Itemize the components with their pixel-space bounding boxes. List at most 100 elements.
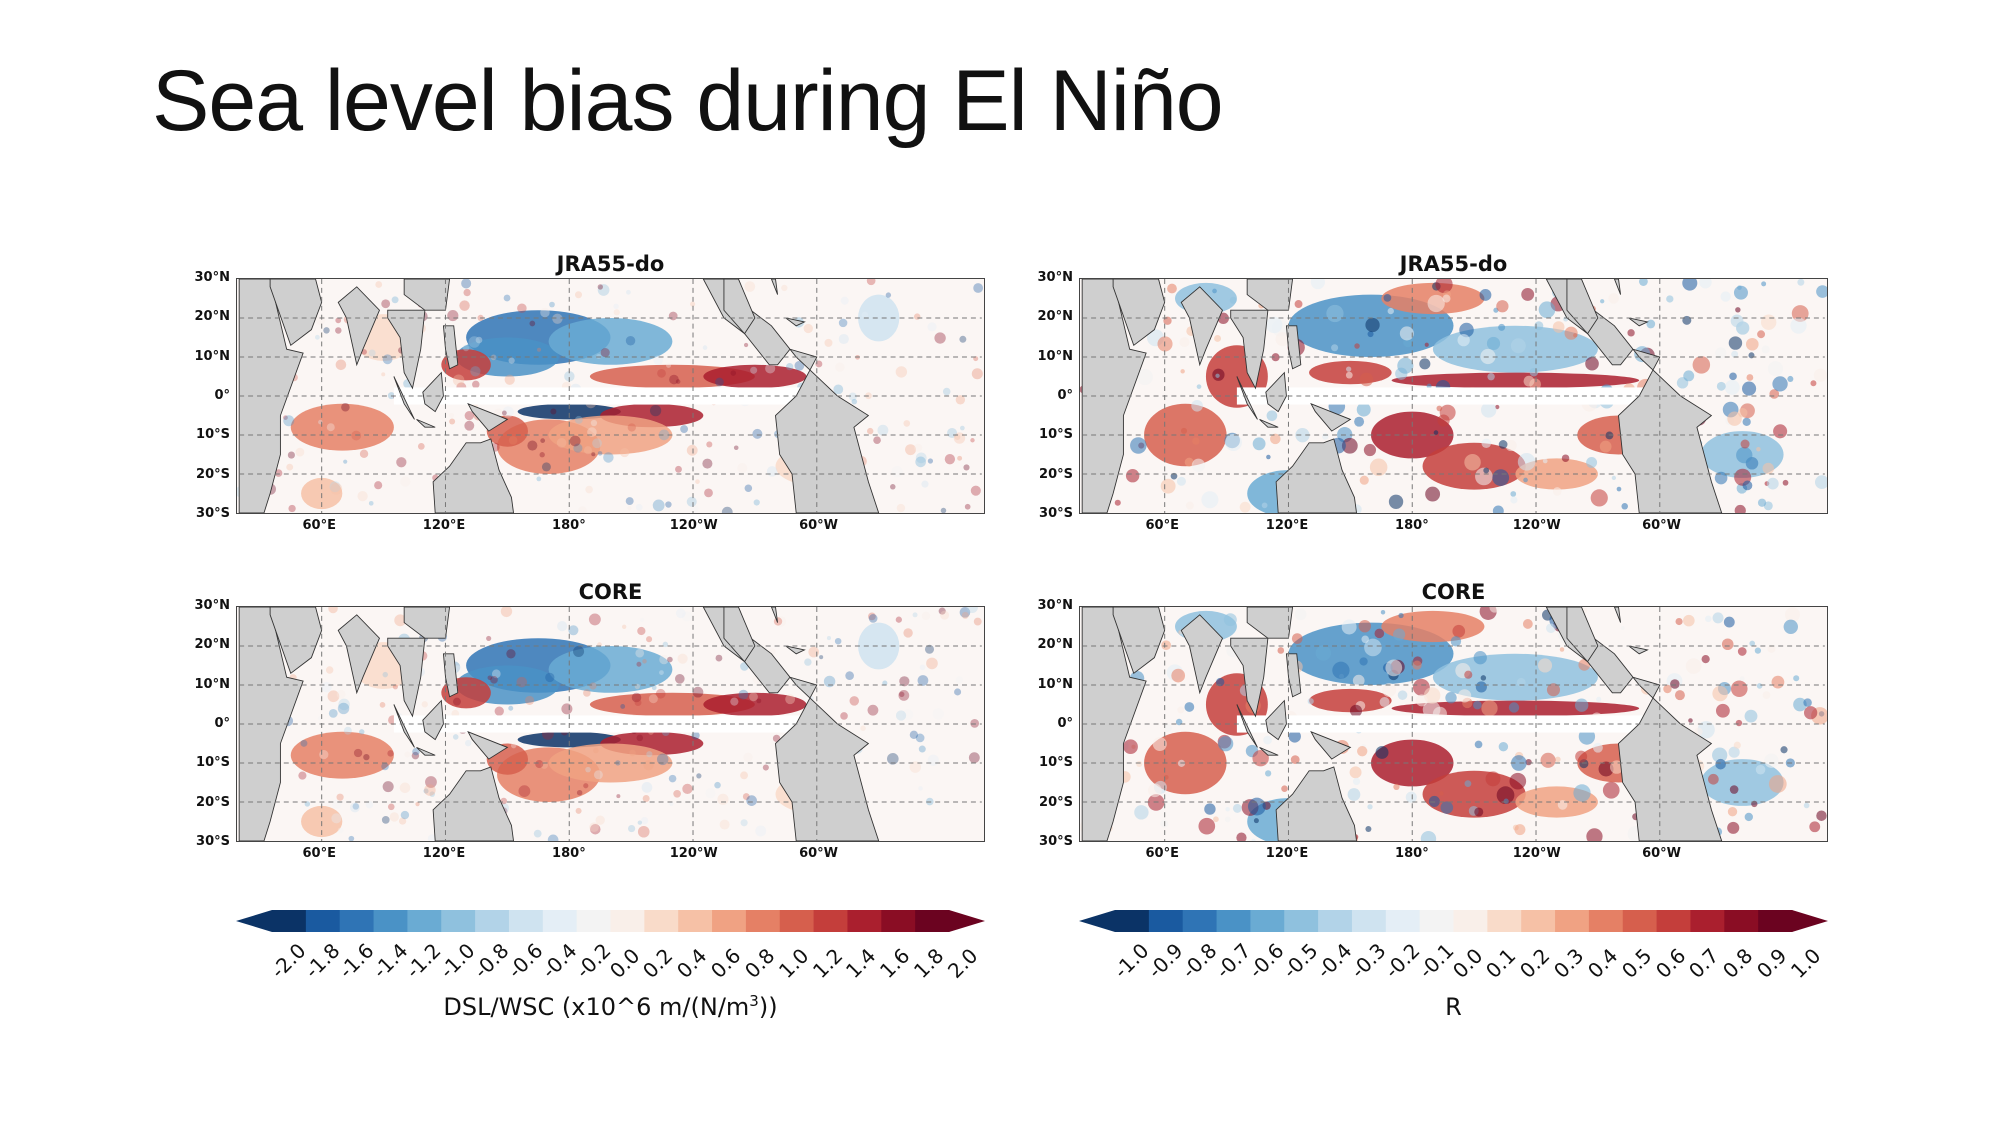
colorbar-swatch bbox=[508, 910, 544, 932]
lat-tick-label: 20°N bbox=[194, 637, 230, 653]
lat-tick-label: 10°N bbox=[1037, 676, 1073, 692]
lat-tick-label: 20°S bbox=[196, 466, 230, 482]
slide-title: Sea level bias during El Niño bbox=[152, 53, 1224, 149]
colorbar-swatch bbox=[1419, 910, 1454, 932]
colorbar-swatch bbox=[644, 910, 679, 932]
colorbar-swatch bbox=[1622, 910, 1658, 932]
lat-tick-label: 10°N bbox=[194, 348, 230, 364]
colorbar-strip bbox=[1079, 910, 1828, 932]
colorbar-tick-label: 0.4 bbox=[672, 943, 712, 983]
colorbar-tick-label: 0.4 bbox=[1582, 943, 1623, 983]
colorbar-swatch bbox=[847, 910, 882, 932]
map-field bbox=[1079, 606, 1828, 842]
colorbar-swatch bbox=[1724, 910, 1759, 932]
colorbar-swatch bbox=[1453, 910, 1488, 932]
colorbar-swatch bbox=[745, 910, 781, 932]
lat-tick-label: 10°S bbox=[1039, 427, 1073, 443]
lon-tick-label: 120°W bbox=[1512, 518, 1561, 533]
colorbar-swatch bbox=[1250, 910, 1285, 932]
lat-tick-label: 30°S bbox=[196, 506, 230, 521]
colorbar-swatch bbox=[1555, 910, 1590, 932]
colorbar-tick-label: 0.1 bbox=[1481, 943, 1521, 983]
lat-tick-label: 10°N bbox=[1037, 348, 1073, 364]
lat-tick-label: 10°S bbox=[196, 427, 230, 443]
lon-tick-label: 180° bbox=[1395, 518, 1429, 533]
lat-tick-label: 0° bbox=[214, 716, 230, 731]
colorbar-swatch bbox=[881, 910, 916, 932]
colorbar-swatch bbox=[542, 910, 578, 932]
colorbar-tick-label: 0.8 bbox=[739, 943, 780, 983]
colorbar-swatch bbox=[373, 910, 408, 932]
colorbar-strip bbox=[236, 910, 985, 932]
lat-tick-label: 20°S bbox=[196, 794, 230, 810]
map-panel-core-correlation: CORE 30°N 20°N 10°N 0° 10°S 20°S 30°S 60°E 120°E… bbox=[1038, 580, 1828, 861]
lon-tick-label: 60°W bbox=[799, 518, 839, 533]
colorbar-tick-label: 0.6 bbox=[706, 943, 746, 983]
colorbar-swatch bbox=[1318, 910, 1353, 932]
map-panel-core-anomaly: CORE 30°N 20°N 10°N 0° 10°S 20°S 30°S 60°E 120°E… bbox=[195, 580, 985, 861]
colorbar-swatch bbox=[1385, 910, 1421, 932]
lat-tick-label: 30°S bbox=[196, 834, 230, 849]
colorbar-swatch bbox=[1148, 910, 1184, 932]
lon-tick-label: 180° bbox=[552, 846, 586, 861]
colorbar-swatch bbox=[1690, 910, 1725, 932]
lat-tick-label: 20°S bbox=[1039, 466, 1073, 482]
colorbar-swatch bbox=[1656, 910, 1691, 932]
lon-tick-label: 60°E bbox=[1145, 846, 1179, 861]
colorbar-tick-label: 0.8 bbox=[1718, 943, 1758, 983]
colorbar-swatch bbox=[813, 910, 848, 932]
lat-tick-label: 10°N bbox=[194, 676, 230, 692]
lon-tick-label: 120°E bbox=[422, 846, 466, 861]
lon-tick-label: 120°E bbox=[1265, 846, 1309, 861]
colorbar-tick-label: 1.2 bbox=[807, 943, 848, 983]
colorbar-tick-label: 1.0 bbox=[1786, 943, 1826, 983]
colorbar-swatch bbox=[407, 910, 442, 932]
panel-title: CORE bbox=[1421, 580, 1486, 604]
colorbar-swatch bbox=[712, 910, 747, 932]
colorbar-swatch bbox=[1588, 910, 1624, 932]
colorbar-label: DSL/WSC (x10^6 m/(N/m3)) bbox=[443, 992, 778, 1021]
colorbar-tick-label: 1.8 bbox=[909, 943, 949, 983]
colorbar-swatch bbox=[1284, 910, 1319, 932]
lat-tick-label: 30°N bbox=[1037, 598, 1073, 613]
colorbar-tick-label: 0.2 bbox=[638, 943, 678, 983]
lat-tick-label: 20°N bbox=[1037, 309, 1073, 325]
lat-tick-label: 0° bbox=[1057, 388, 1073, 403]
map-field bbox=[236, 278, 985, 514]
colorbar-tick-label: 0.3 bbox=[1549, 943, 1589, 983]
colorbar-swatch bbox=[1182, 910, 1218, 932]
colorbar-swatch bbox=[272, 910, 307, 932]
colorbar-swatch bbox=[1521, 910, 1556, 932]
colorbar-tick-label: 0.9 bbox=[1752, 943, 1792, 983]
colorbar-swatch bbox=[678, 910, 713, 932]
lon-tick-label: 60°E bbox=[302, 846, 336, 861]
lat-tick-label: 30°S bbox=[1039, 834, 1073, 849]
colorbar-tick-label: 1.0 bbox=[773, 943, 814, 983]
lon-tick-label: 60°W bbox=[799, 846, 839, 861]
colorbar-tick-label: 0.2 bbox=[1515, 943, 1555, 983]
colorbar-swatch bbox=[305, 910, 341, 932]
map-field bbox=[1079, 278, 1828, 514]
map-panel-jra55-correlation: JRA55-do 30°N 20°N 10°N 0° 10°S 20°S 30°S 60°E 1… bbox=[1038, 252, 1828, 533]
lat-tick-label: 20°N bbox=[1037, 637, 1073, 653]
colorbar-tick-label: 1.4 bbox=[841, 943, 881, 983]
colorbar-swatch bbox=[1351, 910, 1387, 932]
colorbar-swatch bbox=[1115, 910, 1150, 932]
lat-tick-label: 30°N bbox=[1037, 270, 1073, 285]
lon-tick-label: 60°W bbox=[1642, 518, 1682, 533]
panel-title: JRA55-do bbox=[556, 252, 665, 276]
colorbar-swatch bbox=[1487, 910, 1522, 932]
panel-title: JRA55-do bbox=[1399, 252, 1508, 276]
colorbar-swatch bbox=[441, 910, 476, 932]
lon-tick-label: 120°E bbox=[422, 518, 466, 533]
colorbar-swatch bbox=[576, 910, 611, 932]
lon-tick-label: 120°W bbox=[1512, 846, 1561, 861]
lon-tick-label: 60°E bbox=[1145, 518, 1179, 533]
colorbar-dsl-wsc: DSL/WSC (x10^6 m/(N/m3)) -2.0 -1.8 -1.6 -1.… bbox=[236, 910, 985, 1060]
lat-tick-label: 30°N bbox=[194, 598, 230, 613]
colorbar-label: R bbox=[1445, 993, 1462, 1021]
colorbar-tick-label: 0.6 bbox=[1650, 943, 1691, 983]
lon-tick-label: 60°E bbox=[302, 518, 336, 533]
colorbar-tick-label: 1.6 bbox=[875, 943, 915, 983]
map-panel-jra55-anomaly: JRA55-do 30°N 20°N 10°N 0° 10°S 20°S 30°S 60°E 1… bbox=[195, 252, 985, 533]
